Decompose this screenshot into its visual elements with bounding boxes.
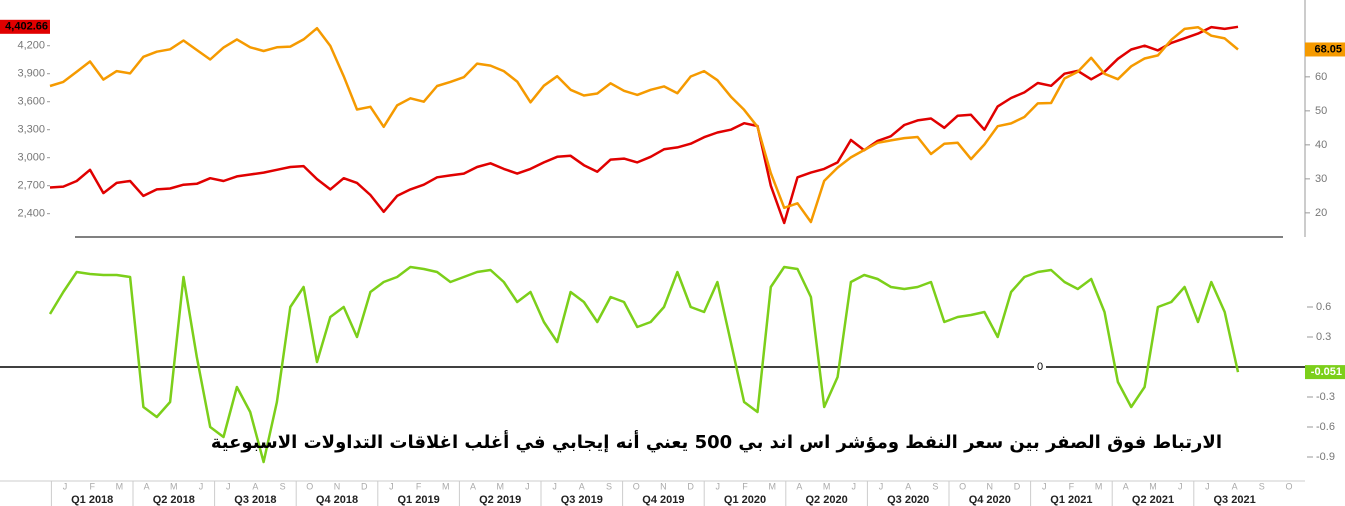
series-line [49, 25, 1239, 224]
month-label: O [1285, 481, 1292, 491]
series-line [49, 25, 1239, 225]
month-label: J [879, 481, 884, 491]
month-label: F [89, 481, 95, 491]
last-value-box [1305, 42, 1345, 57]
y-tick-label: 3,900 [17, 68, 45, 80]
y-tick-label: -0.9 [1316, 451, 1335, 463]
series-line [48, 265, 1240, 464]
month-label: A [796, 481, 802, 491]
month-label: M [768, 481, 776, 491]
month-label: J [199, 481, 204, 491]
y-tick-label: 2,400 [17, 208, 45, 220]
quarter-label: Q2 2021 [1132, 494, 1174, 506]
y-tick-label: 0.6 [1316, 301, 1331, 313]
y-tick-label: 3,600 [17, 96, 45, 108]
zero-label-bg [1034, 361, 1046, 373]
quarter-label: Q3 2021 [1213, 494, 1255, 506]
month-label: M [1095, 481, 1103, 491]
y-tick-label: 0.3 [1316, 331, 1331, 343]
month-label: O [306, 481, 313, 491]
month-label: A [1232, 481, 1238, 491]
month-label: S [280, 481, 286, 491]
y-tick-label: 3,300 [17, 124, 45, 136]
quarter-label: Q1 2020 [724, 494, 766, 506]
quarter-label: Q2 2018 [153, 494, 195, 506]
month-label: D [361, 481, 368, 491]
month-label: M [116, 481, 124, 491]
month-label: D [687, 481, 694, 491]
month-label: N [334, 481, 341, 491]
month-label: J [525, 481, 530, 491]
month-label: M [1149, 481, 1157, 491]
month-label: S [606, 481, 612, 491]
month-label: M [496, 481, 504, 491]
month-label: J [1178, 481, 1183, 491]
month-label: N [987, 481, 994, 491]
y2-tick-label: 40 [1315, 139, 1327, 151]
quarter-label: Q2 2020 [805, 494, 847, 506]
month-label: M [442, 481, 450, 491]
month-label: O [633, 481, 640, 491]
month-label: F [742, 481, 748, 491]
quarter-label: Q2 2019 [479, 494, 521, 506]
y2-tick-label: 30 [1315, 173, 1327, 185]
last-value-box [0, 19, 50, 34]
month-label: M [823, 481, 831, 491]
annotation: الارتباط فوق الصفر بين سعر النفط ومؤشر ا… [211, 430, 1222, 453]
month-label: D [1014, 481, 1021, 491]
month-label: S [932, 481, 938, 491]
last-value-label: 68.05 [1314, 43, 1342, 55]
month-label: A [579, 481, 585, 491]
quarter-label: Q1 2021 [1050, 494, 1092, 506]
month-label: M [170, 481, 178, 491]
y-tick-label: -0.3 [1316, 391, 1335, 403]
month-label: J [389, 481, 394, 491]
month-label: J [1205, 481, 1210, 491]
quarter-label: Q4 2018 [316, 494, 358, 506]
last-value-label: 4,402.66 [5, 21, 48, 33]
month-label: S [1259, 481, 1265, 491]
quarter-label: Q4 2019 [642, 494, 684, 506]
month-label: A [1123, 481, 1129, 491]
quarter-label: Q3 2018 [234, 494, 276, 506]
month-label: J [552, 481, 557, 491]
month-label: N [660, 481, 667, 491]
month-label: O [959, 481, 966, 491]
month-label: J [1042, 481, 1047, 491]
y-tick-label: 4,200 [17, 40, 45, 52]
quarter-label: Q4 2020 [969, 494, 1011, 506]
quarter-label: Q1 2018 [71, 494, 113, 506]
last-value-label: -0.051 [1311, 366, 1342, 378]
quarter-label: Q3 2020 [887, 494, 929, 506]
month-label: J [63, 481, 68, 491]
last-value-box [1305, 365, 1345, 380]
y-tick-label: 3,000 [17, 152, 45, 164]
y2-tick-label: 60 [1315, 71, 1327, 83]
month-label: J [852, 481, 857, 491]
month-label: A [905, 481, 911, 491]
y-tick-label: 0 [1037, 361, 1043, 373]
month-label: F [1069, 481, 1075, 491]
quarter-label: Q1 2019 [397, 494, 439, 506]
y2-tick-label: 20 [1315, 207, 1327, 219]
month-label: A [144, 481, 150, 491]
month-label: A [470, 481, 476, 491]
y2-tick-label: 50 [1315, 105, 1327, 117]
month-label: A [252, 481, 258, 491]
month-label: J [716, 481, 721, 491]
quarter-label: Q3 2019 [561, 494, 603, 506]
month-label: J [226, 481, 231, 491]
month-label: F [416, 481, 422, 491]
y-tick-label: -0.6 [1316, 421, 1335, 433]
y-tick-label: 2,700 [17, 180, 45, 192]
